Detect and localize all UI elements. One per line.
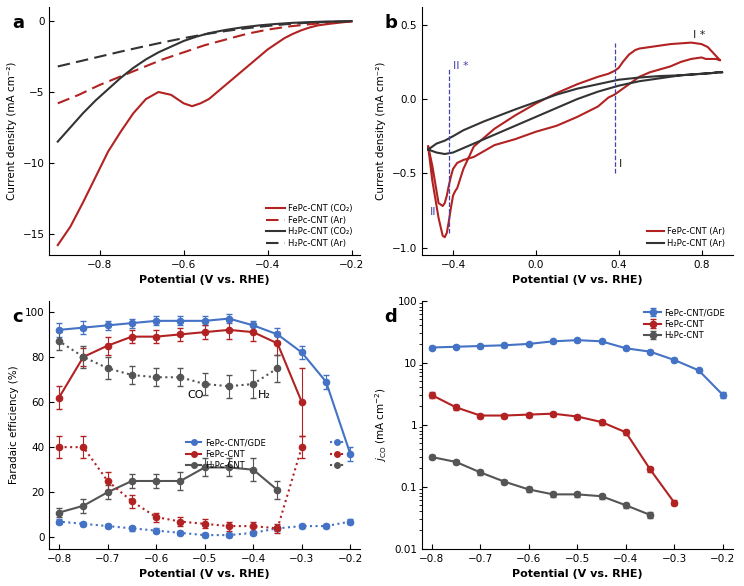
Text: I: I <box>619 159 622 169</box>
X-axis label: Potential (V vs. RHE): Potential (V vs. RHE) <box>139 275 270 285</box>
Legend: , , : , , <box>326 435 351 473</box>
X-axis label: Potential (V vs. RHE): Potential (V vs. RHE) <box>139 569 270 579</box>
Legend: FePc-CNT (CO₂), FePc-CNT (Ar), H₂Pc-CNT (CO₂), H₂Pc-CNT (Ar): FePc-CNT (CO₂), FePc-CNT (Ar), H₂Pc-CNT … <box>263 200 356 251</box>
Y-axis label: Current density (mA cm⁻²): Current density (mA cm⁻²) <box>376 62 386 200</box>
X-axis label: Potential (V vs. RHE): Potential (V vs. RHE) <box>512 569 643 579</box>
Text: II *: II * <box>453 62 469 71</box>
Y-axis label: $\mathit{j}_{\mathrm{CO}}$ (mA cm$^{-2}$): $\mathit{j}_{\mathrm{CO}}$ (mA cm$^{-2}$… <box>373 387 388 462</box>
Legend: FePc-CNT (Ar), H₂Pc-CNT (Ar): FePc-CNT (Ar), H₂Pc-CNT (Ar) <box>644 224 728 251</box>
Legend: FePc-CNT/GDE, FePc-CNT, H₂Pc-CNT: FePc-CNT/GDE, FePc-CNT, H₂Pc-CNT <box>641 305 728 343</box>
Text: d: d <box>385 308 397 326</box>
Text: c: c <box>12 308 23 326</box>
Y-axis label: Faradaic efficiency (%): Faradaic efficiency (%) <box>10 365 19 484</box>
Text: a: a <box>12 15 24 32</box>
Text: b: b <box>385 15 397 32</box>
Text: I *: I * <box>693 30 705 40</box>
X-axis label: Potential (V vs. RHE): Potential (V vs. RHE) <box>512 275 643 285</box>
Text: II: II <box>430 207 437 217</box>
Y-axis label: Current density (mA cm⁻²): Current density (mA cm⁻²) <box>7 62 17 200</box>
Text: H₂: H₂ <box>258 390 271 400</box>
Text: CO: CO <box>187 390 204 400</box>
